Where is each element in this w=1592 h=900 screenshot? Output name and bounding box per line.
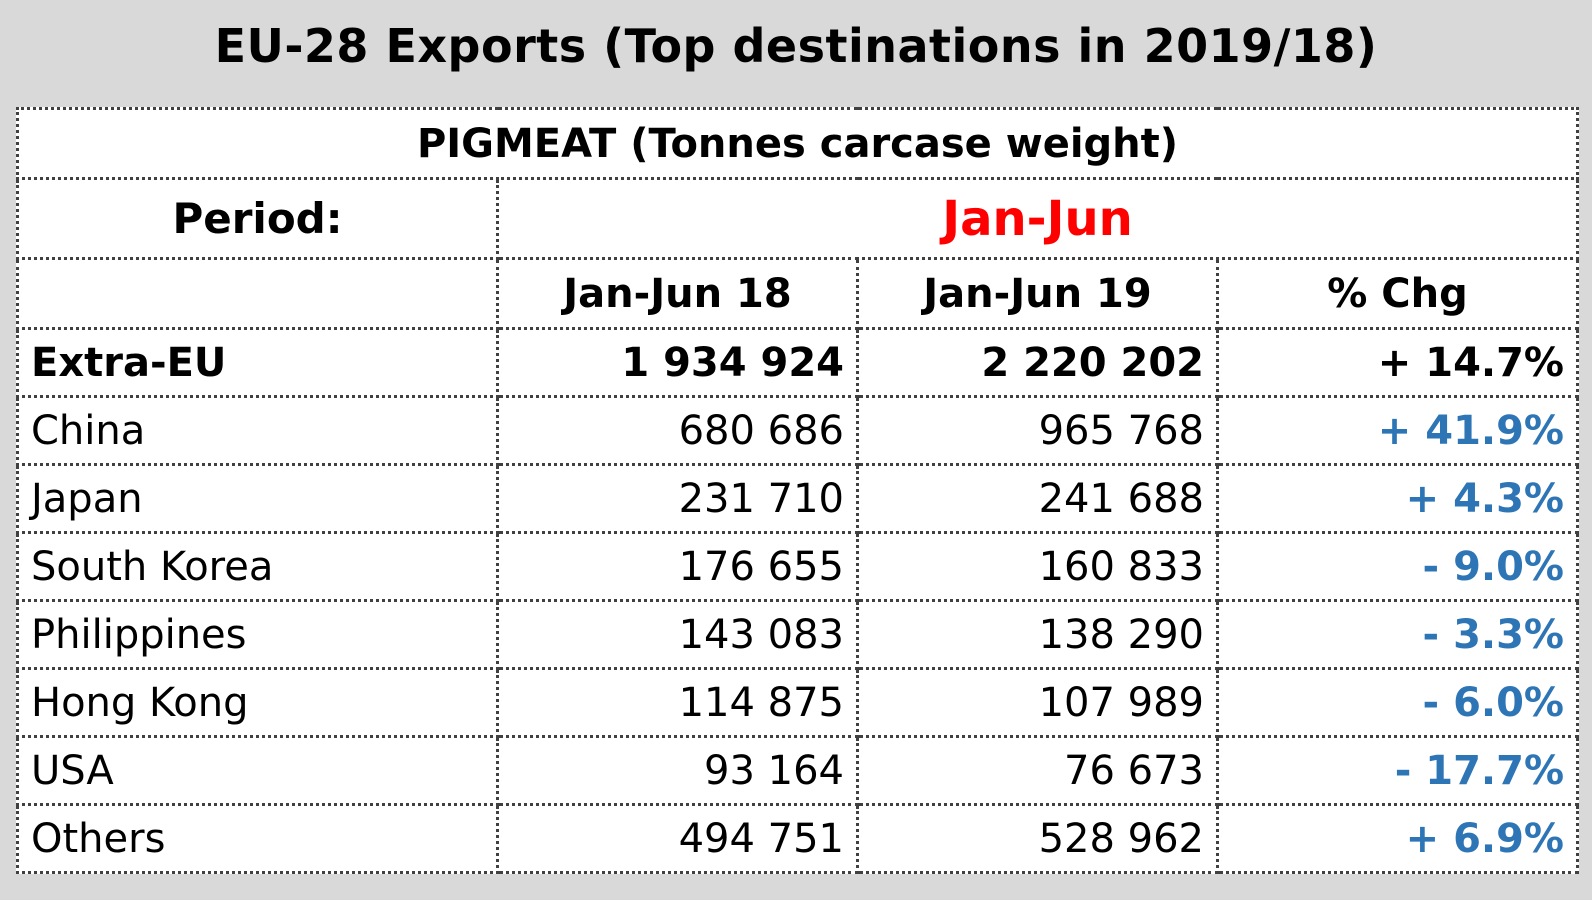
change-cell: + 14.7% <box>1215 327 1580 398</box>
change-cell: - 9.0% <box>1215 531 1580 602</box>
table-row: Others 494 751 528 962 + 6.9% <box>16 803 1580 874</box>
column-header-jan-jun-19: Jan-Jun 19 <box>856 257 1219 330</box>
value-2018-cell: 93 164 <box>496 735 859 806</box>
column-header-empty <box>16 257 499 330</box>
change-cell: - 17.7% <box>1215 735 1580 806</box>
period-value: Jan-Jun <box>495 177 1580 260</box>
value-2018-cell: 114 875 <box>496 667 859 738</box>
change-cell: - 3.3% <box>1215 599 1580 670</box>
value-2018-cell: 494 751 <box>496 803 859 874</box>
value-2019-cell: 965 768 <box>856 395 1219 466</box>
country-cell: Hong Kong <box>16 667 499 738</box>
table-row: Japan 231 710 241 688 + 4.3% <box>16 463 1580 534</box>
value-2019-cell: 138 290 <box>856 599 1219 670</box>
value-2019-cell: 528 962 <box>856 803 1219 874</box>
country-cell: Philippines <box>16 599 499 670</box>
table-row: Hong Kong 114 875 107 989 - 6.0% <box>16 667 1580 738</box>
total-row: Extra-EU 1 934 924 2 220 202 + 14.7% <box>16 327 1580 398</box>
value-2018-cell: 1 934 924 <box>496 327 859 398</box>
value-2019-cell: 241 688 <box>856 463 1219 534</box>
period-row: Period: Jan-Jun <box>16 177 1580 260</box>
country-cell: USA <box>16 735 499 806</box>
product-heading: PIGMEAT (Tonnes carcase weight) <box>15 107 1580 180</box>
value-2018-cell: 143 083 <box>496 599 859 670</box>
column-header-pct-change: % Chg <box>1215 257 1580 330</box>
product-row: PIGMEAT (Tonnes carcase weight) <box>15 107 1580 180</box>
value-2019-cell: 2 220 202 <box>856 327 1219 398</box>
column-header-row: Jan-Jun 18 Jan-Jun 19 % Chg <box>16 257 1580 330</box>
period-label: Period: <box>16 177 499 260</box>
value-2019-cell: 76 673 <box>856 735 1219 806</box>
column-header-jan-jun-18: Jan-Jun 18 <box>496 257 859 330</box>
country-cell: Japan <box>16 463 499 534</box>
table-row: South Korea 176 655 160 833 - 9.0% <box>16 531 1580 602</box>
page-title: EU-28 Exports (Top destinations in 2019/… <box>214 19 1378 73</box>
country-cell: Others <box>16 803 499 874</box>
change-cell: + 4.3% <box>1215 463 1580 534</box>
value-2019-cell: 160 833 <box>856 531 1219 602</box>
table-row: China 680 686 965 768 + 41.9% <box>16 395 1580 466</box>
value-2019-cell: 107 989 <box>856 667 1219 738</box>
value-2018-cell: 231 710 <box>496 463 859 534</box>
exports-table: PIGMEAT (Tonnes carcase weight) Period: … <box>15 107 1580 874</box>
table-row: USA 93 164 76 673 - 17.7% <box>16 735 1580 806</box>
change-cell: + 41.9% <box>1215 395 1580 466</box>
change-cell: + 6.9% <box>1215 803 1580 874</box>
value-2018-cell: 680 686 <box>496 395 859 466</box>
country-cell: China <box>16 395 499 466</box>
country-cell: Extra-EU <box>16 327 499 398</box>
change-cell: - 6.0% <box>1215 667 1580 738</box>
country-cell: South Korea <box>16 531 499 602</box>
value-2018-cell: 176 655 <box>496 531 859 602</box>
table-row: Philippines 143 083 138 290 - 3.3% <box>16 599 1580 670</box>
